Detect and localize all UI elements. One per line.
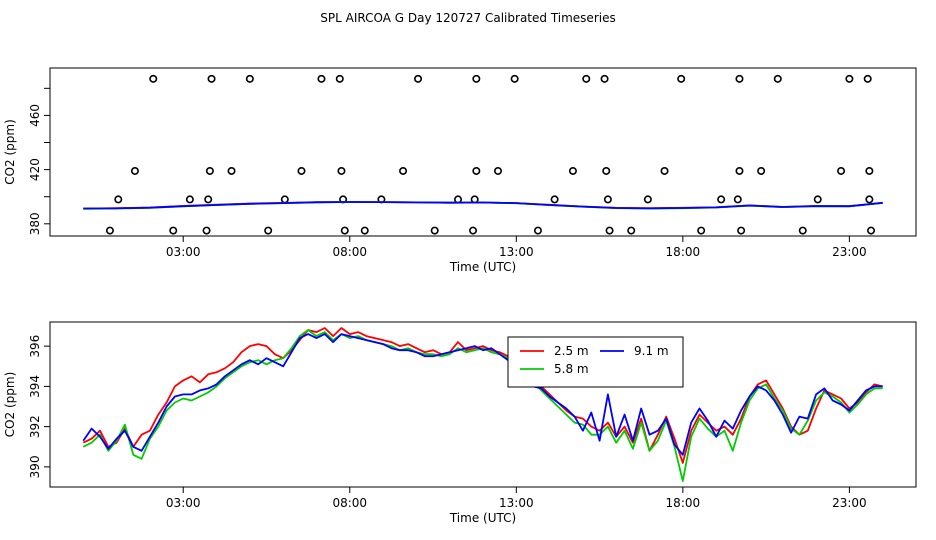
calibration-point (773, 74, 782, 83)
calibration-point (602, 166, 611, 175)
calibration-point (337, 166, 346, 175)
calibration-point (114, 195, 123, 204)
chart-title: SPL AIRCOA G Day 120727 Calibrated Times… (320, 11, 615, 25)
calibration-point (837, 166, 846, 175)
legend-label: 5.8 m (554, 362, 589, 376)
x-tick-label: 08:00 (332, 245, 367, 259)
calibration-point (245, 74, 254, 83)
top-x-axis: 03:00 08:00 13:00 18:00 23:00 (166, 236, 867, 259)
x-tick-label: 18:00 (666, 245, 701, 259)
calibration-point (185, 195, 194, 204)
calibration-point (360, 226, 369, 235)
calibration-point (735, 166, 744, 175)
calibration-point (582, 74, 591, 83)
calibration-point (798, 226, 807, 235)
calibration-point (335, 74, 344, 83)
calibration-point (493, 166, 502, 175)
calibration-point (603, 195, 612, 204)
calibration-point (733, 195, 742, 204)
calibration-point (297, 166, 306, 175)
calibration-point (697, 226, 706, 235)
series-line-9-1-m (83, 201, 883, 210)
calibration-point (568, 166, 577, 175)
x-tick-label: 18:00 (666, 496, 701, 510)
legend-label: 2.5 m (554, 344, 589, 358)
calibration-point (169, 226, 178, 235)
x-tick-label: 13:00 (499, 245, 534, 259)
y-tick-label: 390 (28, 455, 42, 478)
calibration-point (865, 166, 874, 175)
calibration-point (550, 195, 559, 204)
y-tick-label: 460 (28, 104, 42, 127)
calibration-point (643, 195, 652, 204)
calibration-point (207, 74, 216, 83)
legend: 2.5 m 9.1 m 5.8 m (507, 336, 684, 388)
calibration-point (399, 166, 408, 175)
y-tick-label: 396 (28, 335, 42, 358)
calibration-point (280, 195, 289, 204)
calibration-point (660, 166, 669, 175)
calibration-point (317, 74, 326, 83)
y-tick-label: 394 (28, 375, 42, 398)
top-series (83, 74, 883, 235)
series-line-5-8-m (82, 329, 883, 482)
bottom-x-axis-label: Time (UTC) (449, 511, 516, 525)
calibration-point (469, 226, 478, 235)
bottom-y-axis: 390 392 394 396 (28, 335, 50, 478)
calibration-point (717, 195, 726, 204)
top-y-axis: 380 420 460 (28, 87, 50, 235)
top-panel: 03:00 08:00 13:00 18:00 23:00 380 420 460 Time… (3, 67, 917, 274)
calibration-point (605, 226, 614, 235)
calibration-point (865, 195, 874, 204)
calibration-point (735, 74, 744, 83)
y-tick-label: 380 (28, 212, 42, 235)
calibration-point (264, 226, 273, 235)
bottom-y-axis-label: CO2 (ppm) (3, 372, 17, 438)
x-tick-label: 03:00 (166, 496, 201, 510)
y-tick-label: 392 (28, 415, 42, 438)
calibration-point (205, 166, 214, 175)
top-plot-frame (49, 67, 917, 237)
legend-label: 9.1 m (634, 344, 669, 358)
bottom-plot-frame (49, 321, 917, 488)
calibration-point (863, 74, 872, 83)
calibration-point (454, 195, 463, 204)
calibration-point (130, 166, 139, 175)
calibration-point (430, 226, 439, 235)
calibration-point (227, 166, 236, 175)
top-y-axis-label: CO2 (ppm) (3, 119, 17, 185)
series-line-9-1-m (82, 333, 883, 456)
calibration-point (867, 226, 876, 235)
bottom-panel: 03:00 08:00 13:00 18:00 23:00 390 392 394 396 T… (3, 321, 917, 525)
calibration-point (340, 226, 349, 235)
calibration-point (757, 166, 766, 175)
top-x-axis-label: Time (UTC) (449, 260, 516, 274)
x-tick-label: 13:00 (499, 496, 534, 510)
x-tick-label: 23:00 (832, 496, 867, 510)
y-tick-label: 420 (28, 158, 42, 181)
calibration-point (627, 226, 636, 235)
x-tick-label: 03:00 (166, 245, 201, 259)
calibration-point (677, 74, 686, 83)
bottom-x-axis: 03:00 08:00 13:00 18:00 23:00 (166, 487, 867, 510)
calibration-point (600, 74, 609, 83)
x-tick-label: 08:00 (332, 496, 367, 510)
calibration-point (737, 226, 746, 235)
calibration-point (204, 195, 213, 204)
calibration-point (533, 226, 542, 235)
legend-box (507, 336, 684, 388)
calibration-point (813, 195, 822, 204)
calibration-point (202, 226, 211, 235)
calibration-point (510, 74, 519, 83)
calibration-point (149, 74, 158, 83)
calibration-point (105, 226, 114, 235)
bottom-series (82, 327, 883, 482)
calibration-point (472, 74, 481, 83)
calibration-point (472, 166, 481, 175)
calibration-point (414, 74, 423, 83)
calibration-point (845, 74, 854, 83)
x-tick-label: 23:00 (832, 245, 867, 259)
